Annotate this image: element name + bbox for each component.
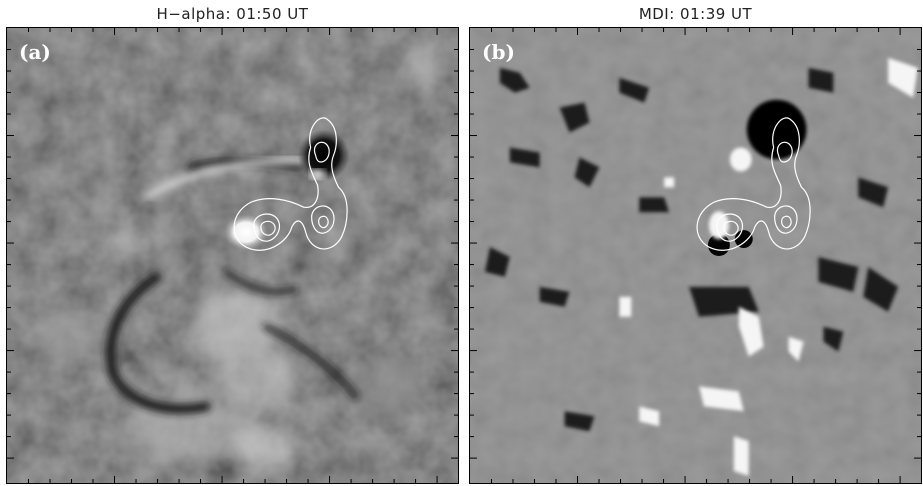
panel-b-title: MDI: 01:39 UT xyxy=(638,5,753,23)
bright-streak xyxy=(144,156,306,200)
positive-polarity-regions xyxy=(619,57,919,477)
panel-a-ticks xyxy=(7,28,458,483)
panel-a-halpha-image: (a) xyxy=(6,27,459,484)
flare-kernel xyxy=(224,214,268,251)
filaments xyxy=(105,158,359,414)
negative-polarity-regions xyxy=(484,67,899,432)
plage-regions xyxy=(36,49,446,467)
panel-b-ticks xyxy=(470,28,921,483)
negative-sunspot xyxy=(746,99,807,160)
negative-pore-2 xyxy=(734,230,753,249)
panel-a-title: H−alpha: 01:50 UT xyxy=(156,5,309,23)
halpha-image-graphic xyxy=(7,28,458,483)
hxr-contours-mdi xyxy=(696,117,811,251)
panel-b-mdi-magnetogram: (b) xyxy=(469,27,922,484)
hxr-contours xyxy=(233,117,348,251)
magnetogram-graphic xyxy=(470,28,921,483)
